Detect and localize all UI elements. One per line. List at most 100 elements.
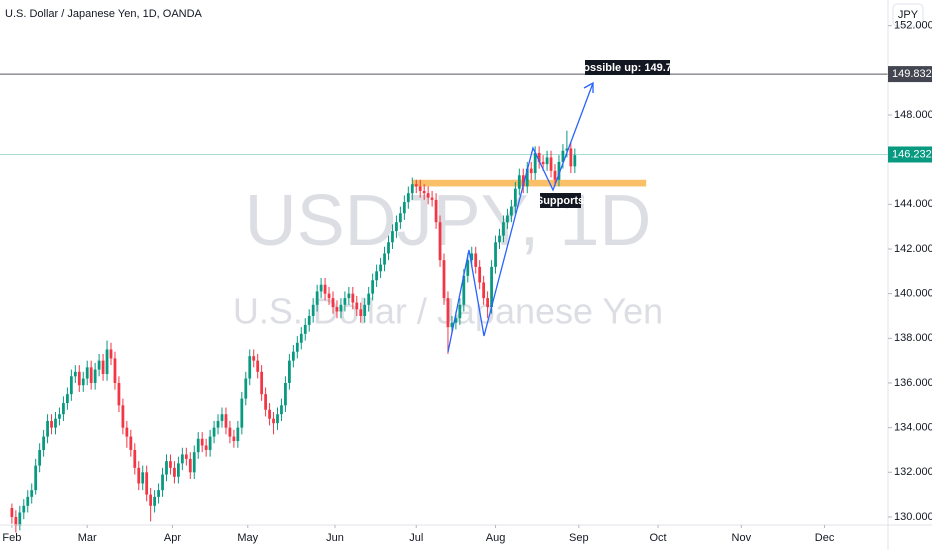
candle-body (208, 436, 212, 450)
candle-body (391, 231, 394, 243)
candle-body (38, 449, 42, 466)
candle-body (383, 253, 386, 265)
candle-body (533, 152, 537, 174)
candle-body (85, 367, 89, 379)
x-tick-label: Nov (732, 532, 752, 544)
candle-body (62, 403, 65, 415)
candle-body (573, 155, 577, 167)
y-tick-label: 136.000 (894, 377, 932, 389)
candle-body (561, 150, 565, 162)
candle-body (161, 474, 164, 491)
watermark-symbol: USDJPY, 1D (245, 181, 652, 261)
candle-body (125, 427, 129, 437)
candle-body (442, 260, 446, 299)
currency-label: JPY (898, 9, 919, 21)
candle-body (113, 358, 117, 383)
candle-body (399, 213, 402, 223)
candle-body (351, 293, 355, 303)
candle-body (295, 342, 299, 352)
candle-body (311, 304, 315, 316)
candle-body (529, 168, 533, 174)
candle-body (565, 148, 569, 151)
candle-body (430, 197, 434, 200)
candle-body (10, 508, 14, 517)
support-zone (412, 179, 647, 187)
candle-body (367, 293, 371, 305)
candle-body (157, 490, 160, 497)
candle-body (50, 420, 53, 428)
candle-body (69, 376, 73, 395)
y-tick-label: 134.000 (894, 422, 932, 434)
candle-body (149, 494, 153, 506)
candle-body (153, 496, 156, 506)
candle-body (379, 264, 382, 272)
candle-body (228, 427, 232, 437)
candle-body (490, 266, 493, 308)
candle-body (517, 175, 521, 189)
candle-body (462, 275, 466, 305)
candle-body (264, 394, 267, 410)
candle-body (256, 360, 260, 372)
candle-body (434, 199, 438, 223)
candle-body (288, 360, 291, 383)
annotation: Possible up: 149.75 (576, 62, 678, 74)
candle-body (244, 378, 248, 399)
candle-body (474, 253, 478, 267)
candle-body (303, 324, 307, 334)
candle-body (188, 458, 192, 473)
plot (0, 73, 888, 533)
candle-body (240, 398, 244, 428)
candle-body (375, 271, 378, 281)
candle-body (494, 242, 497, 267)
y-tick-label: 142.000 (894, 243, 932, 255)
candle-body (54, 418, 57, 428)
candle-body (177, 463, 180, 477)
x-tick-label: Jul (409, 532, 423, 544)
candle-body (18, 512, 22, 526)
candle-body (73, 371, 77, 377)
candle-body (327, 293, 331, 299)
candle-body (545, 157, 549, 165)
candle-body (129, 436, 133, 450)
candle-body (169, 461, 172, 468)
candle-body (323, 284, 327, 294)
candle-body (173, 467, 176, 477)
candle-body (184, 454, 188, 459)
candle-body (145, 472, 149, 495)
candle-body (252, 356, 256, 361)
price-label: 149.832 (892, 68, 932, 80)
y-tick-label: 144.000 (894, 198, 932, 210)
candle-body (387, 242, 390, 254)
candle-body (549, 157, 553, 171)
candle-body (406, 193, 410, 203)
candle-body (232, 436, 236, 442)
candle-body (22, 505, 26, 513)
chart-title: U.S. Dollar / Japanese Yen, 1D, OANDA (5, 8, 203, 20)
x-tick-label: Jun (326, 532, 344, 544)
arrow-head (583, 81, 594, 93)
candle-body (212, 427, 216, 437)
candle-body (196, 438, 200, 453)
currency-button[interactable] (892, 3, 924, 27)
candle-body (14, 516, 18, 526)
candle-body (248, 356, 252, 379)
candle-body (117, 382, 121, 406)
candle-body (216, 420, 220, 428)
x-tick-label: May (237, 532, 258, 544)
annotation-box (540, 193, 581, 208)
candle-body (89, 367, 93, 383)
candle-body (200, 438, 204, 446)
candle-body (426, 193, 430, 198)
candle-body (121, 405, 125, 428)
candle-body (458, 304, 462, 319)
candle-body (331, 298, 335, 308)
y-tick-label: 138.000 (894, 332, 932, 344)
price-label: 146.232 (892, 148, 932, 160)
candle-body (363, 304, 367, 316)
candle-body (220, 414, 224, 421)
candle-body (315, 291, 319, 305)
candle-body (498, 235, 501, 243)
candle-body (466, 260, 470, 276)
x-tick-label: Aug (486, 532, 506, 544)
price-label-box (888, 146, 932, 163)
